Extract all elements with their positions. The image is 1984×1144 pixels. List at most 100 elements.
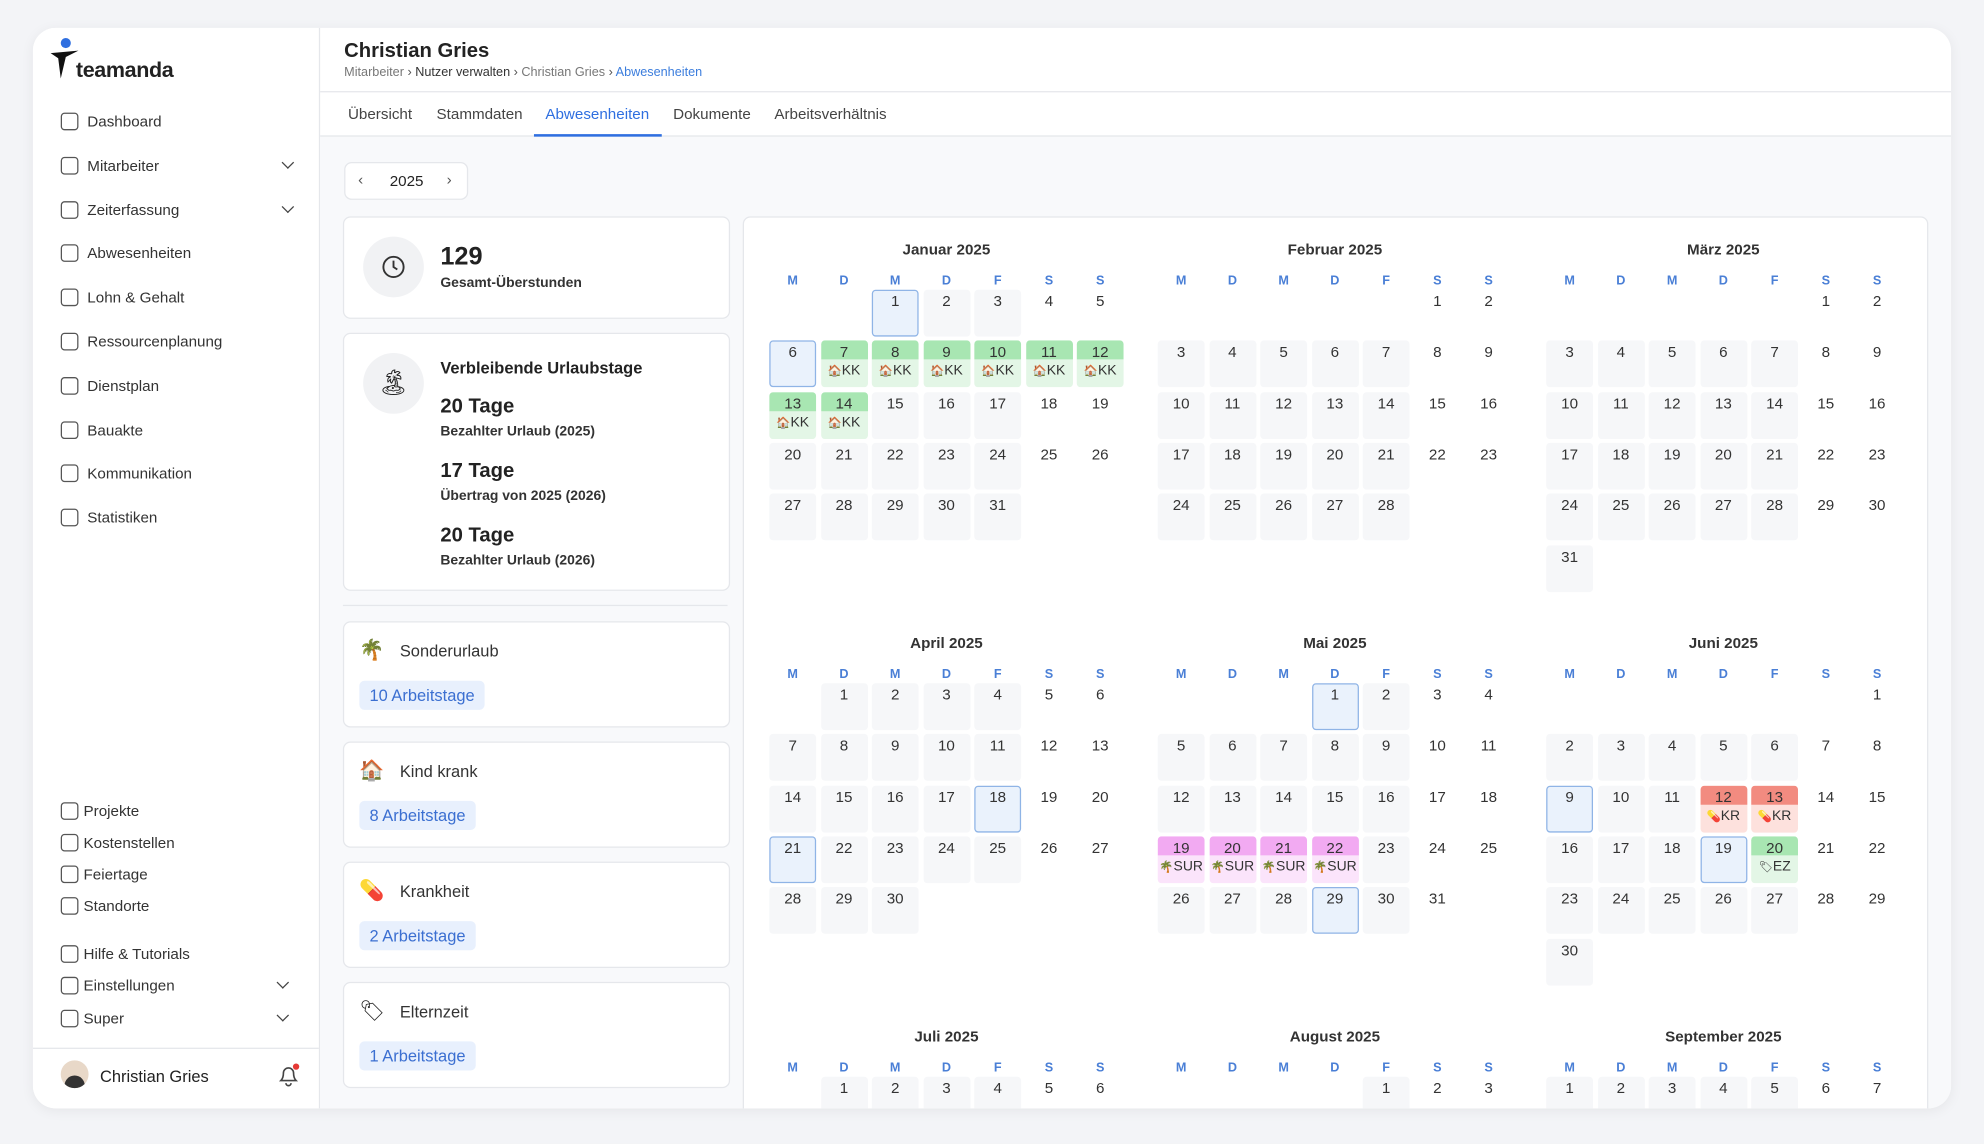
day-cell[interactable]: 31	[1546, 544, 1594, 592]
day-cell[interactable]: 2	[871, 1076, 919, 1109]
nav-item[interactable]: Lohn & Gehalt	[87, 288, 185, 307]
day-cell[interactable]: 4	[1648, 734, 1696, 782]
day-cell[interactable]: 1	[1802, 290, 1849, 337]
day-cell[interactable]: 🏠KK 9	[923, 340, 970, 388]
day-cell[interactable]: 29	[820, 887, 868, 935]
day-cell[interactable]: 22	[1414, 443, 1461, 490]
day-cell[interactable]: 6	[1311, 340, 1359, 388]
day-cell[interactable]: 31	[1414, 887, 1461, 934]
day-cell[interactable]: 16	[923, 391, 970, 439]
day-cell[interactable]: 15	[1311, 785, 1359, 833]
day-cell[interactable]: 21	[820, 442, 868, 490]
day-cell[interactable]: 10	[923, 734, 970, 782]
nav-item[interactable]: Abwesenheiten	[87, 244, 192, 263]
day-cell[interactable]: 25	[1597, 493, 1645, 541]
day-cell[interactable]: 3	[923, 1076, 970, 1109]
nav-item[interactable]: Mitarbeiter	[87, 156, 160, 175]
day-cell[interactable]: 27	[769, 493, 817, 541]
day-cell[interactable]: 28	[1751, 493, 1798, 541]
day-cell[interactable]: 17	[1546, 442, 1594, 490]
day-cell[interactable]: 14	[1751, 391, 1798, 439]
day-cell[interactable]: 12	[1026, 734, 1073, 781]
day-cell[interactable]: 15	[1802, 392, 1849, 439]
nav-item[interactable]: Super	[83, 1009, 125, 1028]
day-cell[interactable]: 24	[1546, 493, 1594, 541]
day-cell[interactable]: 27	[1699, 493, 1747, 541]
day-cell[interactable]: 1	[820, 683, 868, 731]
chevron[interactable]	[281, 200, 295, 213]
day-cell[interactable]: 21	[1362, 442, 1410, 490]
day-cell[interactable]: 🏠KK 10	[974, 340, 1022, 388]
day-cell[interactable]: 29	[871, 493, 919, 541]
day-cell[interactable]: 27	[1311, 493, 1359, 541]
day-cell[interactable]: 2	[1854, 290, 1901, 337]
day-cell[interactable]: 16	[1546, 836, 1594, 884]
day-cell[interactable]: 24	[923, 836, 970, 884]
day-cell[interactable]: 2	[923, 289, 970, 337]
day-cell[interactable]: 19	[1699, 836, 1747, 884]
tab[interactable]: Abwesenheiten	[545, 105, 650, 123]
day-cell[interactable]: 🏠KK 14	[820, 391, 868, 439]
day-cell[interactable]: 4	[1597, 340, 1645, 388]
day-cell[interactable]: 2	[1362, 683, 1410, 731]
day-cell[interactable]: 30	[1362, 887, 1410, 935]
day-cell[interactable]: 4	[974, 1076, 1022, 1109]
day-cell[interactable]: 8	[820, 734, 868, 782]
day-cell[interactable]: 20	[1077, 785, 1124, 832]
nav-item[interactable]: Zeiterfassung	[87, 200, 180, 219]
day-cell[interactable]: 🌴SUR 20	[1208, 836, 1256, 884]
day-cell[interactable]: 26	[1077, 443, 1124, 490]
day-cell[interactable]: 16	[871, 785, 919, 833]
day-cell[interactable]: 2	[1597, 1076, 1645, 1109]
chevron[interactable]	[276, 976, 290, 989]
day-cell[interactable]: 27	[1208, 887, 1256, 935]
day-cell[interactable]: 5	[1751, 1076, 1798, 1109]
day-cell[interactable]: 4	[974, 683, 1022, 731]
day-cell[interactable]: 25	[1026, 443, 1073, 490]
day-cell[interactable]: 15	[1854, 785, 1901, 832]
day-cell[interactable]: 14	[1362, 391, 1410, 439]
day-cell[interactable]: 28	[1260, 887, 1308, 935]
day-cell[interactable]: 15	[820, 785, 868, 833]
day-cell[interactable]: 14	[1802, 785, 1849, 832]
day-cell[interactable]: 21	[769, 836, 817, 884]
day-cell[interactable]: 24	[974, 442, 1022, 490]
day-cell[interactable]: 6	[1802, 1077, 1849, 1109]
day-cell[interactable]: 4	[1208, 340, 1256, 388]
day-cell[interactable]: 18	[1465, 785, 1512, 832]
day-cell[interactable]: 28	[1802, 887, 1849, 934]
day-cell[interactable]: 14	[1260, 785, 1308, 833]
day-cell[interactable]: 9	[1854, 341, 1901, 388]
day-cell[interactable]: 🏠KK 12	[1076, 340, 1124, 388]
day-cell[interactable]: 17	[1414, 785, 1461, 832]
day-cell[interactable]: 🌴SUR 21	[1260, 836, 1308, 884]
day-cell[interactable]: 5	[1026, 1077, 1073, 1109]
day-cell[interactable]: 6	[1751, 734, 1798, 782]
day-cell[interactable]: 6	[1699, 340, 1747, 388]
day-cell[interactable]: 3	[1414, 683, 1461, 730]
nav-item[interactable]: Projekte	[83, 802, 140, 820]
day-cell[interactable]: 4	[1026, 290, 1073, 337]
day-cell[interactable]: 25	[974, 836, 1022, 884]
day-cell[interactable]: 13	[1077, 734, 1124, 781]
day-cell[interactable]: 7	[1802, 734, 1849, 781]
day-cell[interactable]: 13	[1208, 785, 1256, 833]
day-cell[interactable]: 8	[1854, 734, 1901, 781]
day-cell[interactable]: 🏷EZ 20	[1751, 836, 1798, 884]
day-cell[interactable]: 16	[1362, 785, 1410, 833]
day-cell[interactable]: 30	[1546, 938, 1594, 986]
day-cell[interactable]: 3	[974, 289, 1022, 337]
prev-year[interactable]: ‹	[358, 170, 364, 189]
day-cell[interactable]: 10	[1597, 785, 1645, 833]
day-cell[interactable]: 2	[1465, 290, 1512, 337]
day-cell[interactable]: 12	[1260, 391, 1308, 439]
nav-item[interactable]: Einstellungen	[83, 976, 175, 995]
day-cell[interactable]: 18	[1648, 836, 1696, 884]
next-year[interactable]: ›	[446, 170, 452, 189]
day-cell[interactable]: 28	[820, 493, 868, 541]
day-cell[interactable]: 14	[769, 785, 817, 833]
nav-item[interactable]: Ressourcenplanung	[87, 332, 223, 351]
day-cell[interactable]: 23	[923, 442, 970, 490]
day-cell[interactable]: 1	[1546, 1076, 1594, 1109]
day-cell[interactable]: 7	[1260, 734, 1308, 782]
